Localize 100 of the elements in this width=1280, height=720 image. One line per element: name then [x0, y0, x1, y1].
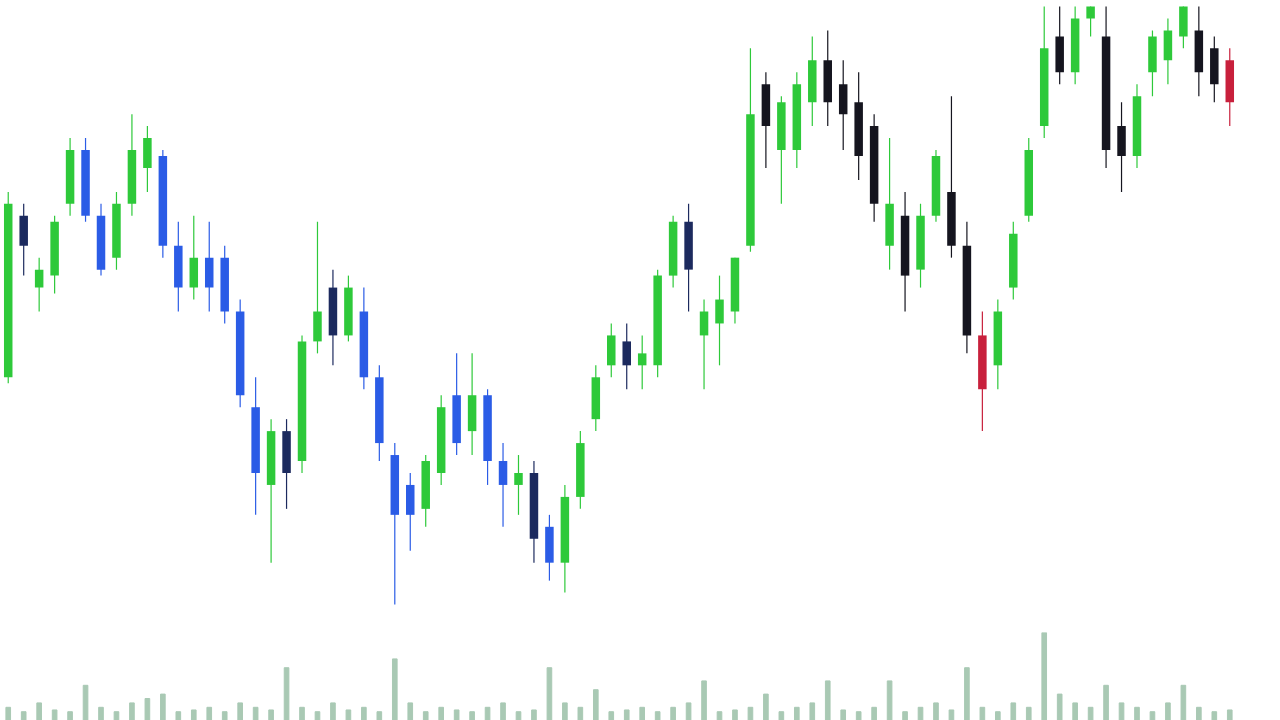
- candlestick: [344, 275, 353, 342]
- bar: [1211, 711, 1218, 720]
- bar: [98, 706, 104, 720]
- bar: [438, 706, 444, 720]
- candlestick: [406, 472, 415, 552]
- bar: [206, 706, 213, 720]
- bar: [314, 711, 321, 720]
- bar: [407, 702, 414, 720]
- bar: [1196, 706, 1202, 720]
- bar: [577, 706, 584, 720]
- bar: [20, 711, 27, 720]
- candlestick: [684, 203, 693, 313]
- bar: [252, 706, 259, 720]
- bar: [391, 658, 398, 720]
- bar: [871, 706, 877, 720]
- candlestick: [483, 388, 492, 486]
- candlestick: [251, 376, 260, 516]
- candlestick: [823, 29, 832, 127]
- bar: [36, 702, 42, 720]
- candlestick: [1210, 35, 1219, 103]
- candlestick: [174, 221, 183, 313]
- bar: [623, 709, 630, 720]
- bar: [175, 711, 182, 720]
- bar: [964, 667, 970, 720]
- bar: [160, 693, 166, 720]
- bar: [747, 706, 754, 720]
- candlestick: [81, 137, 90, 223]
- bar: [886, 680, 893, 720]
- candlestick: [746, 47, 755, 253]
- bar: [763, 693, 769, 720]
- bar: [5, 706, 12, 720]
- bar: [855, 711, 862, 720]
- bar: [1025, 706, 1032, 720]
- candlestick: [854, 71, 863, 181]
- bar: [500, 702, 506, 720]
- bar: [546, 667, 553, 720]
- bar: [778, 711, 785, 720]
- bar: [979, 706, 986, 720]
- bar: [685, 702, 692, 720]
- bar: [794, 706, 800, 720]
- candlestick: [545, 514, 554, 582]
- bar: [948, 709, 955, 720]
- candlestick: [421, 454, 430, 528]
- bar: [361, 706, 367, 720]
- bar: [1226, 709, 1233, 720]
- bar: [1056, 693, 1063, 720]
- bar: [701, 680, 707, 720]
- bar: [190, 709, 197, 720]
- candlestick: [112, 191, 121, 271]
- candlestick: [622, 322, 631, 390]
- bar: [422, 711, 429, 720]
- bar: [933, 702, 939, 720]
- bar: [330, 702, 336, 720]
- bar: [1118, 702, 1125, 720]
- bar: [840, 709, 847, 720]
- bar: [51, 709, 58, 720]
- bar: [809, 702, 816, 720]
- candlestick: [715, 275, 724, 366]
- candlestick: [514, 454, 523, 516]
- bar: [345, 709, 352, 720]
- candlestick: [1179, 5, 1188, 49]
- bar: [995, 711, 1001, 720]
- bar: [1149, 711, 1156, 720]
- bar: [1103, 684, 1109, 720]
- bar: [1087, 706, 1094, 720]
- bar: [82, 684, 89, 720]
- bar: [221, 711, 228, 720]
- bar: [1165, 702, 1171, 720]
- candlestick: [452, 352, 461, 456]
- candlestick: [220, 245, 229, 325]
- candlestick: [50, 215, 59, 295]
- bar: [299, 706, 305, 720]
- bar: [1010, 702, 1017, 720]
- bar: [824, 680, 831, 720]
- bar: [283, 667, 290, 720]
- bar: [376, 711, 383, 720]
- candlestick: [653, 269, 662, 378]
- bar: [1072, 702, 1078, 720]
- bar: [716, 711, 723, 720]
- bar: [608, 711, 615, 720]
- bar: [469, 711, 475, 720]
- bar: [1180, 684, 1187, 720]
- candlestick: [1148, 29, 1157, 97]
- bar: [1041, 632, 1048, 720]
- bar: [515, 711, 522, 720]
- bar: [1134, 706, 1140, 720]
- candlestick: [978, 310, 987, 432]
- bar: [113, 711, 120, 720]
- bar: [237, 702, 243, 720]
- candlestick: [1086, 5, 1095, 37]
- bar: [592, 689, 599, 720]
- bar: [268, 709, 274, 720]
- candlestick: [313, 221, 322, 354]
- candlestick: [143, 125, 152, 193]
- bar: [670, 706, 676, 720]
- bar: [129, 702, 135, 720]
- bar: [562, 702, 568, 720]
- candlestick: [916, 203, 925, 289]
- bar: [902, 711, 908, 720]
- candlestick: [947, 95, 956, 259]
